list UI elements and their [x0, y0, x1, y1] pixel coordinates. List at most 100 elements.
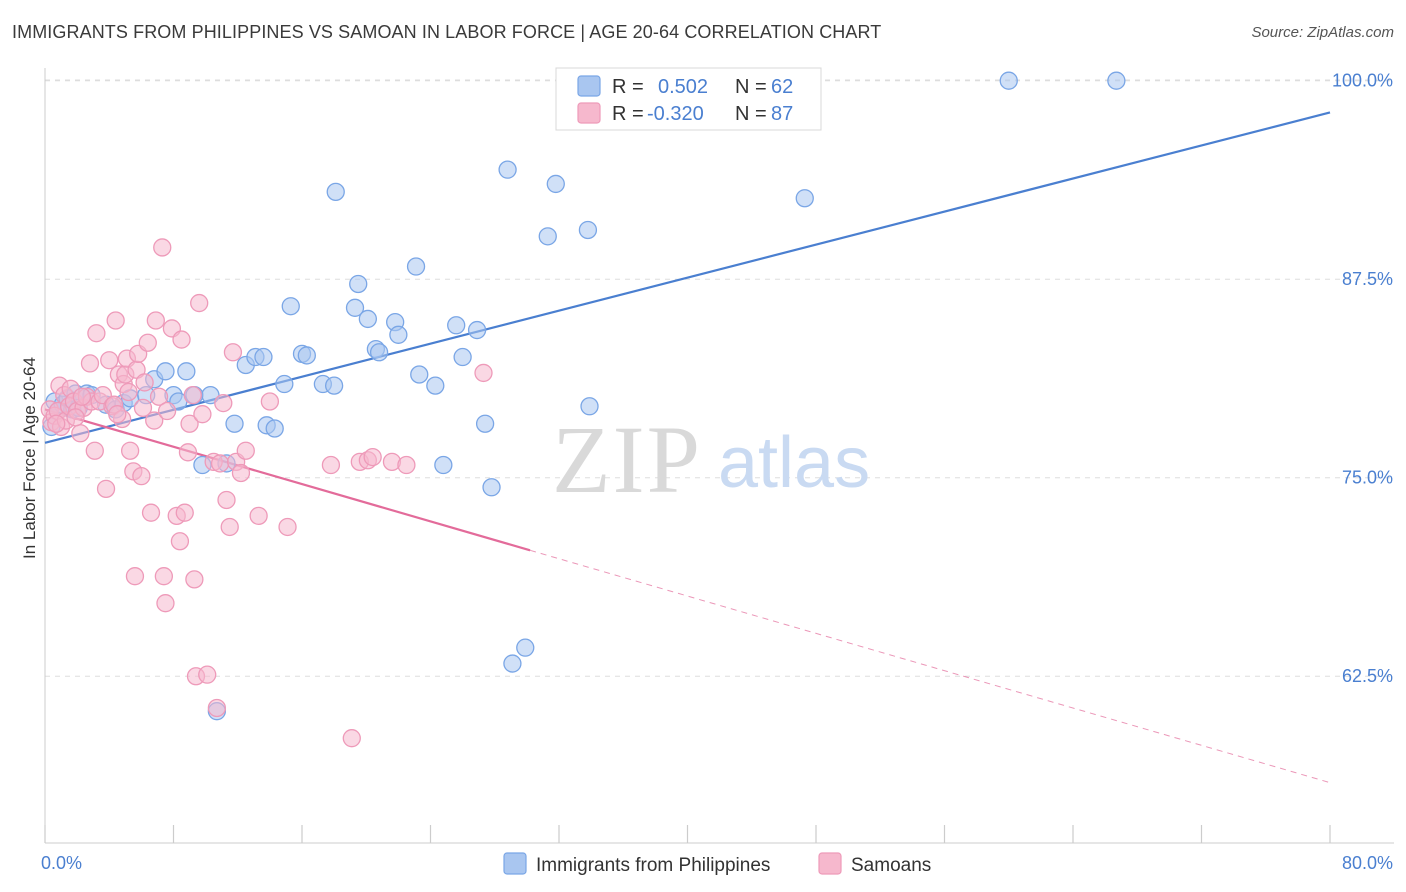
y-tick-label-0: 100.0%	[1332, 71, 1393, 91]
samoans-point-74	[321, 455, 341, 475]
samoans-point-12	[71, 424, 90, 443]
y-tick-label-2: 75.0%	[1342, 468, 1393, 488]
data-points	[40, 71, 1126, 748]
philippines-point-48	[447, 316, 466, 335]
samoans-point-17	[85, 441, 104, 460]
stats-legend: R = 0.502 N = 62 R = -0.320 N = 87	[555, 67, 822, 131]
philippines-point-60	[795, 189, 814, 208]
philippines-point-35	[324, 376, 344, 395]
samoans-point-55	[183, 386, 202, 405]
watermark-zip: ZIP	[552, 406, 702, 513]
philippines-point-53	[498, 160, 517, 179]
legend-r-value-1: 0.502	[658, 76, 708, 98]
samoans-point-52	[175, 503, 194, 522]
philippines-point-49	[453, 347, 472, 367]
samoans-point-64	[214, 393, 233, 413]
philippines-point-56	[538, 227, 557, 246]
y-tick-label-1: 87.5%	[1342, 269, 1393, 289]
samoans-point-85	[108, 405, 127, 424]
philippines-point-61	[999, 71, 1018, 90]
philippines-point-52	[482, 478, 501, 497]
philippines-point-38	[349, 274, 368, 294]
philippines-point-54	[503, 654, 522, 673]
samoans-point-22	[100, 351, 119, 370]
samoans-point-45	[154, 567, 174, 586]
philippines-point-62	[1107, 71, 1126, 90]
philippines-point-30	[275, 374, 294, 394]
legend-r-value-2: -0.320	[647, 103, 704, 125]
watermark: ZIP atlas	[552, 406, 870, 513]
samoans-point-44	[153, 238, 172, 257]
samoans-point-75	[342, 729, 361, 748]
samoans-point-40	[141, 503, 161, 522]
philippines-point-58	[578, 220, 598, 240]
philippines-point-50	[467, 320, 487, 340]
samoans-point-42	[146, 311, 165, 330]
samoans-trend-line-extension	[529, 549, 1331, 784]
x-tick-labels: 0.0% 80.0%	[41, 853, 1393, 873]
y-tick-labels: 100.0% 87.5% 75.0% 62.5%	[1332, 71, 1393, 687]
philippines-point-51	[475, 414, 495, 433]
source-label: Source: ZipAtlas.com	[1251, 24, 1394, 41]
philippines-point-36	[326, 182, 345, 202]
philippines-point-33	[297, 346, 316, 365]
legend-n-label-1: N =	[735, 76, 767, 98]
philippines-point-59	[580, 397, 599, 416]
philippines-point-46	[426, 376, 445, 395]
samoans-point-60	[198, 665, 217, 684]
samoans-point-81	[474, 363, 493, 383]
samoans-point-54	[180, 414, 199, 433]
samoans-point-67	[223, 343, 243, 362]
y-tick-label-3: 62.5%	[1342, 666, 1393, 686]
samoans-point-53	[178, 443, 198, 462]
samoans-point-70	[236, 441, 255, 460]
y-axis-label: In Labor Force | Age 20-64	[20, 357, 39, 559]
philippines-point-19	[177, 362, 196, 381]
legend-n-label-2: N =	[735, 103, 767, 125]
legend-n-value-2: 87	[771, 103, 793, 125]
philippines-point-24	[225, 414, 244, 433]
philippines-point-37	[345, 298, 365, 317]
series-legend: Immigrants from Philippines Samoans	[503, 852, 931, 876]
x-tick-label-1: 80.0%	[1342, 853, 1393, 873]
legend-label-philippines: Immigrants from Philippines	[536, 855, 770, 876]
samoans-point-39	[138, 333, 157, 352]
samoans-point-72	[260, 392, 280, 411]
samoans-point-18	[87, 324, 106, 343]
samoans-point-71	[249, 506, 268, 525]
samoans-point-38	[135, 373, 154, 392]
philippines-point-39	[358, 309, 378, 329]
samoans-point-84	[47, 414, 66, 433]
samoans-point-21	[96, 479, 116, 499]
samoans-point-46	[156, 594, 175, 613]
samoans-point-66	[220, 517, 239, 537]
samoans-point-43	[149, 387, 169, 406]
legend-swatch-pink	[577, 102, 601, 124]
grid-lines	[45, 79, 1394, 677]
samoans-point-58	[190, 293, 209, 313]
samoans-point-73	[278, 517, 297, 537]
legend-label-samoans: Samoans	[851, 855, 931, 876]
samoans-point-32	[120, 441, 140, 460]
legend-n-value-1: 62	[771, 76, 793, 98]
chart-title: IMMIGRANTS FROM PHILIPPINES VS SAMOAN IN…	[12, 22, 882, 42]
legend-swatch-philippines	[503, 852, 527, 875]
legend-swatch-blue	[577, 75, 601, 97]
samoans-point-31	[119, 382, 138, 402]
legend-r-label-1: R =	[612, 76, 644, 98]
x-tick-label-0: 0.0%	[41, 853, 82, 873]
samoans-point-37	[132, 466, 151, 486]
philippines-point-43	[389, 325, 408, 344]
philippines-point-27	[254, 347, 273, 367]
samoans-point-78	[363, 447, 382, 467]
samoans-point-25	[106, 311, 125, 330]
philippines-point-29	[265, 419, 284, 438]
watermark-atlas: atlas	[718, 423, 870, 503]
samoans-point-47	[157, 401, 177, 421]
philippines-point-47	[434, 455, 453, 475]
samoans-point-59	[193, 405, 212, 424]
samoans-trend-line	[44, 408, 531, 552]
philippines-trend-line	[44, 111, 1331, 444]
philippines-point-57	[546, 174, 565, 194]
axes	[44, 68, 1394, 844]
